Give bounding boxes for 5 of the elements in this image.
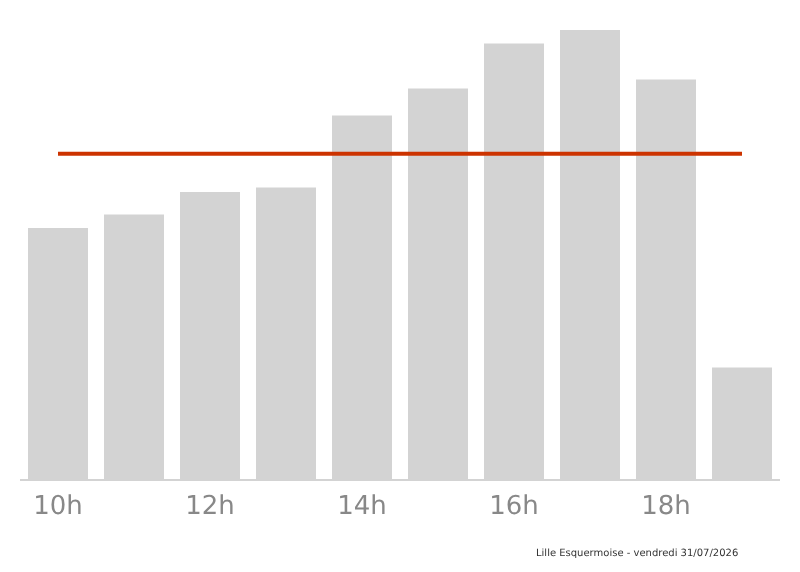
x-tick-label: 14h: [337, 492, 387, 523]
x-tick-label: 10h: [33, 492, 83, 523]
x-tick-label: 16h: [489, 492, 539, 523]
x-tick-label: 18h: [641, 492, 691, 523]
x-tick-label: 12h: [185, 492, 235, 523]
